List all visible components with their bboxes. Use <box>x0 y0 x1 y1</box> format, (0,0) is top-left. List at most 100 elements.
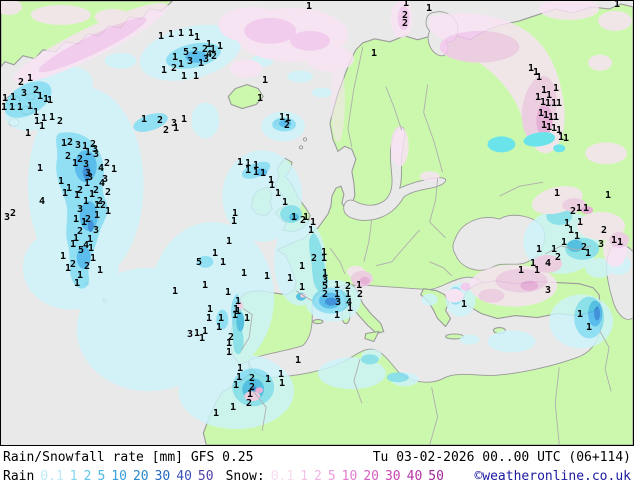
precip-value-label: 4 <box>97 163 105 174</box>
snow-scale-value: 0.1 <box>270 469 295 484</box>
precip-value-label: 1 <box>267 175 275 186</box>
precip-value-label: 1 <box>201 326 209 337</box>
precip-value-label: 2 <box>162 125 170 136</box>
snow-scale-value: 30 <box>384 469 401 484</box>
precip-value-label: 4 <box>38 196 46 207</box>
precip-value-label: 2 <box>56 116 64 127</box>
precip-value-label: 1 <box>167 29 175 40</box>
precip-value-label: 1 <box>286 273 294 284</box>
precip-value-label: 3 <box>20 88 28 99</box>
precip-value-label: 5 <box>321 281 329 292</box>
precip-value-label: 1 <box>298 282 306 293</box>
precip-value-label: 4 <box>98 178 106 189</box>
precip-value-label: 1 <box>256 93 264 104</box>
rain-scale-value: 50 <box>197 469 214 484</box>
precip-value-label: 4 <box>345 297 353 308</box>
precip-value-label: 1 <box>197 58 205 69</box>
precip-value-label: 1 <box>61 188 69 199</box>
precip-value-label: 1 <box>584 248 592 259</box>
precip-value-label: 1 <box>193 32 201 43</box>
precip-value-label: 1 <box>73 278 81 289</box>
shetland-islands <box>302 137 308 142</box>
precip-value-label: 2 <box>299 215 307 226</box>
precip-value-label: 1 <box>534 92 542 103</box>
precip-value-label: 1 <box>48 112 56 123</box>
precip-value-label: 1 <box>9 92 17 103</box>
precip-value-label: 1 <box>290 212 298 223</box>
precip-value-label: 1 <box>261 75 269 86</box>
precip-value-label: 1 <box>355 280 363 291</box>
snow-scale-value: 50 <box>428 469 444 484</box>
precip-value-label: 2 <box>96 196 104 207</box>
rain-scale-value: 1 <box>69 469 78 484</box>
precip-value-label: 1 <box>567 225 575 236</box>
precip-value-label: 5 <box>195 257 203 268</box>
precip-value-label: 1 <box>26 101 34 112</box>
precip-value-label: 1 <box>540 85 548 96</box>
precip-value-label: 1 <box>281 197 289 208</box>
precip-value-label: 1 <box>40 113 48 124</box>
precip-value-label: 2 <box>600 225 608 236</box>
precip-value-label: 1 <box>555 125 563 136</box>
precip-value-label: 2 <box>99 200 107 211</box>
precip-value-label: 2 <box>92 185 100 196</box>
precip-value-label: 2 <box>344 281 352 292</box>
precip-value-label: 2 <box>245 398 253 409</box>
precip-value-label: 1 <box>425 3 433 14</box>
precip-value-label: 1 <box>321 268 329 279</box>
copyright[interactable]: ©weatheronline.co.uk <box>474 469 631 484</box>
precip-value-label: 1 <box>575 203 583 214</box>
precip-value-label: 2 <box>156 115 164 126</box>
precip-value-label: 3 <box>101 174 109 185</box>
precip-value-label: 1 <box>57 176 65 187</box>
rain-scale-value: 0.1 <box>40 469 64 484</box>
precip-value-label: 4 <box>82 240 90 251</box>
precip-value-label: 1 <box>274 188 282 199</box>
precip-value-label: 1 <box>72 233 80 244</box>
precip-value-label: 1 <box>84 147 92 158</box>
precip-value-label: 1 <box>225 338 233 349</box>
precip-value-label: 1 <box>180 71 188 82</box>
precip-value-label: 1 <box>205 39 213 50</box>
rain-scale-value: 10 <box>111 469 127 484</box>
precip-value-label: 1 <box>177 59 185 70</box>
precip-value-label: 2 <box>569 206 577 217</box>
precip-value-label: 3 <box>74 140 82 151</box>
precip-value-label: 2 <box>76 154 84 165</box>
precip-value-label: 1 <box>553 188 561 199</box>
precip-value-label: 2 <box>191 46 199 57</box>
precip-value-label: 3 <box>170 118 178 129</box>
precip-value-label: 3 <box>334 297 342 308</box>
precip-value-label: 1 <box>532 67 540 78</box>
precip-value-label: 1 <box>263 271 271 282</box>
precip-value-label: 1 <box>402 0 410 9</box>
precip-value-label: 1 <box>252 160 260 171</box>
precip-value-label: 1 <box>278 112 286 123</box>
precip-value-label: 1 <box>86 234 94 245</box>
precip-value-label: 1 <box>42 94 50 105</box>
snow-scale-value: 1 <box>300 469 309 484</box>
balearic-islands <box>312 319 324 325</box>
precip-value-label: 1 <box>320 247 328 258</box>
precip-value-label: 1 <box>370 48 378 59</box>
precip-value-label: 2 <box>9 208 17 219</box>
footer-legend-row: Rain 0.1 1 2 5 10 20 30 40 50 Snow: 0.1 1 2 5 10 20 30… <box>0 465 634 484</box>
precip-value-label: 1 <box>555 98 563 109</box>
precip-value-label: 3 <box>544 285 552 296</box>
precip-value-label: 1 <box>198 333 206 344</box>
precip-value-label: 5 <box>77 245 85 256</box>
precip-value-label: 1 <box>259 168 267 179</box>
precip-value-label: 2 <box>401 18 409 29</box>
precip-value-label: 1 <box>582 203 590 214</box>
precip-value-label: 1 <box>140 114 148 125</box>
precip-value-label: 1 <box>573 231 581 242</box>
precip-value-label: 3 <box>321 275 329 286</box>
precip-value-label: 2 <box>89 139 97 150</box>
precip-value-label: 2 <box>170 63 178 74</box>
iceland <box>227 84 264 110</box>
precip-value-label: 1 <box>231 208 239 219</box>
precip-value-label: 1 <box>187 28 195 39</box>
precip-value-label: 1 <box>550 123 558 134</box>
precip-value-label: 1 <box>544 98 552 109</box>
